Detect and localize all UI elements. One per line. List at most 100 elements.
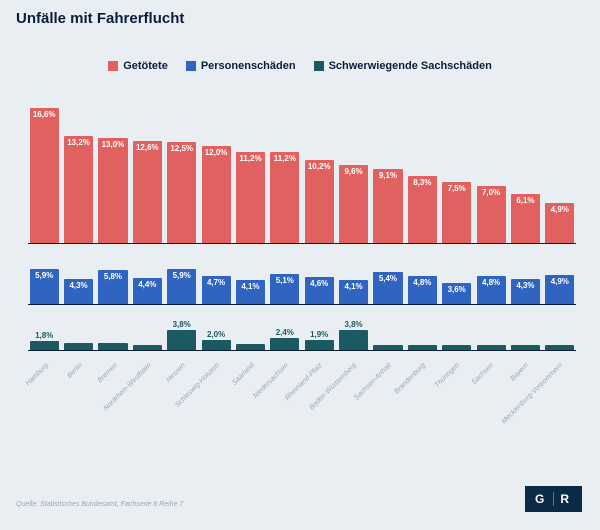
- bar-cell: 5,9%: [166, 269, 198, 304]
- bar-cell: [234, 342, 266, 350]
- bar: [511, 345, 540, 350]
- bar-cell: 8,3%: [406, 176, 438, 243]
- bar-cell: 4,1%: [337, 280, 369, 304]
- bar-value: 13,0%: [98, 140, 127, 150]
- bar-value: 2,4%: [276, 328, 294, 338]
- bar-cell: [372, 343, 404, 350]
- bar-cell: 12,0%: [200, 146, 232, 243]
- bar: 5,9%: [167, 269, 196, 304]
- legend-item: Getötete: [108, 60, 168, 72]
- bar-cell: 10,2%: [303, 160, 335, 243]
- logo-separator: [553, 492, 554, 506]
- bar-cell: 3,6%: [441, 283, 473, 304]
- bar: 16,6%: [30, 108, 59, 243]
- bar-value: 9,6%: [339, 167, 368, 177]
- bar-cell: 12,6%: [131, 141, 163, 243]
- legend-swatch: [314, 61, 324, 71]
- bar-cell: [441, 343, 473, 350]
- panel-1: 5,9% 4,3% 5,8% 4,4% 5,9% 4,7% 4,1% 5,1% 4,6% 4,1%…: [28, 250, 576, 305]
- x-label-cell: Niedersachsen: [268, 358, 302, 478]
- bar: [64, 343, 93, 350]
- bar: 10,2%: [305, 160, 334, 243]
- bar-cell: [509, 343, 541, 350]
- x-label: Bremen: [96, 362, 118, 384]
- x-label-cell: Thüringen: [439, 358, 473, 478]
- bar: 9,1%: [373, 169, 402, 243]
- x-label: Hamburg: [25, 362, 50, 387]
- bar-cell: 9,6%: [337, 165, 369, 243]
- bar: 6,1%: [511, 194, 540, 243]
- bar-value: 4,7%: [202, 278, 231, 288]
- x-label: Hessen: [165, 362, 187, 384]
- legend-label: Personenschäden: [201, 60, 296, 72]
- bar: 12,6%: [133, 141, 162, 243]
- bar: [373, 345, 402, 350]
- bar-value: 5,8%: [98, 272, 127, 282]
- legend-item: Personenschäden: [186, 60, 296, 72]
- bar-value: 7,5%: [442, 184, 471, 194]
- bar-value: 4,9%: [545, 277, 574, 287]
- legend: GetötetePersonenschädenSchwerwiegende Sa…: [0, 60, 600, 72]
- panel-2: 1,8%3,8%2,0%2,4%1,9%3,8%: [28, 311, 576, 351]
- bar-cell: 1,9%: [303, 330, 335, 350]
- bar: 3,6%: [442, 283, 471, 304]
- bar-value: 5,9%: [30, 271, 59, 281]
- bar: [30, 341, 59, 350]
- chart-title: Unfälle mit Fahrerflucht: [16, 10, 184, 27]
- legend-swatch: [186, 61, 196, 71]
- bar-cell: 4,4%: [131, 278, 163, 304]
- bar-cell: [97, 341, 129, 350]
- bar-cell: 5,8%: [97, 270, 129, 304]
- bar: [202, 340, 231, 350]
- bar-value: 9,1%: [373, 171, 402, 181]
- bar-cell: 7,5%: [441, 182, 473, 243]
- bar-value: 4,1%: [236, 282, 265, 292]
- bar-value: 5,9%: [167, 271, 196, 281]
- x-label-cell: Nordrhein-Westfalen: [131, 358, 165, 478]
- bar: 7,5%: [442, 182, 471, 243]
- bar-value: 16,6%: [30, 110, 59, 120]
- bar-value: 8,3%: [408, 178, 437, 188]
- bar-value: 5,1%: [270, 276, 299, 286]
- bar-cell: 9,1%: [372, 169, 404, 243]
- bar: 5,9%: [30, 269, 59, 304]
- bar: [305, 340, 334, 350]
- bar-cell: 5,9%: [28, 269, 60, 304]
- bar-cell: 12,5%: [166, 142, 198, 243]
- bar-cell: 11,2%: [234, 152, 266, 243]
- bar: [477, 345, 506, 350]
- bar-cell: [62, 341, 94, 350]
- bar-value: 4,1%: [339, 282, 368, 292]
- logo-right: R: [560, 492, 572, 506]
- bar-value: 4,3%: [64, 281, 93, 291]
- bar: 4,7%: [202, 276, 231, 304]
- bar-cell: 5,4%: [372, 272, 404, 304]
- bar: 8,3%: [408, 176, 437, 243]
- x-label-cell: Brandenburg: [405, 358, 439, 478]
- bar: 4,8%: [477, 276, 506, 304]
- bar-cell: 13,2%: [62, 136, 94, 243]
- x-label-cell: Saarland: [234, 358, 268, 478]
- bar: 5,4%: [373, 272, 402, 304]
- bar-cell: 4,3%: [509, 279, 541, 304]
- panel-0: 16,6%13,2%13,0%12,6%12,5%12,0%11,2%11,2%…: [28, 84, 576, 244]
- x-label-cell: Rheinland-Pfalz: [302, 358, 336, 478]
- bar-cell: 4,6%: [303, 277, 335, 304]
- x-axis-labels: HamburgBerlinBremenNordrhein-WestfalenHe…: [28, 358, 576, 478]
- bar: [339, 330, 368, 350]
- bar: [442, 345, 471, 350]
- bar-cell: 4,9%: [544, 203, 576, 243]
- bar: 11,2%: [270, 152, 299, 243]
- chart-area: 16,6%13,2%13,0%12,6%12,5%12,0%11,2%11,2%…: [28, 84, 576, 354]
- bar-cell: [544, 343, 576, 350]
- bar-value: 4,8%: [477, 278, 506, 288]
- bar-cell: 2,0%: [200, 330, 232, 350]
- bar: 9,6%: [339, 165, 368, 243]
- bar: 7,0%: [477, 186, 506, 243]
- x-label-cell: Schleswig-Holstein: [199, 358, 233, 478]
- bar: [270, 338, 299, 350]
- legend-swatch: [108, 61, 118, 71]
- bar-value: 3,8%: [344, 320, 362, 330]
- bar: 5,1%: [270, 274, 299, 304]
- bar-cell: [475, 343, 507, 350]
